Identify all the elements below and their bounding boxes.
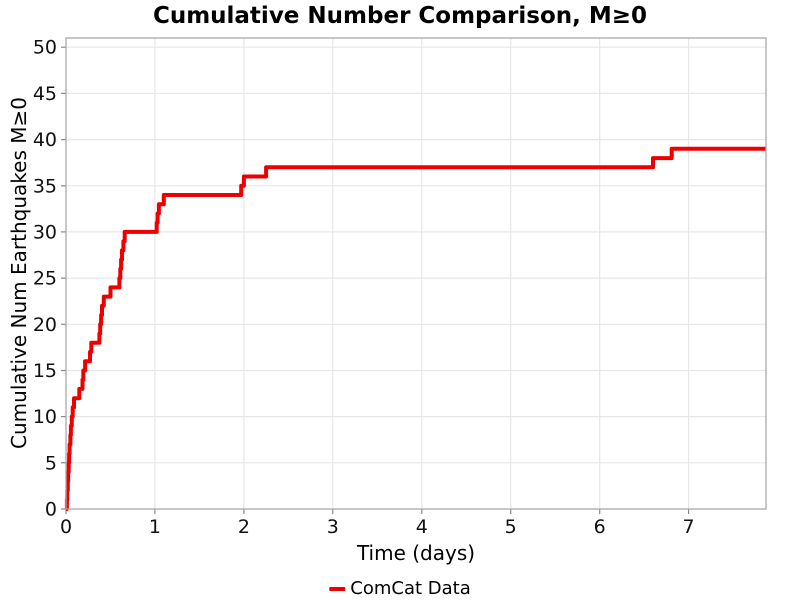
y-tick-label: 10	[33, 406, 57, 428]
y-tick-label: 45	[33, 83, 57, 105]
axes-spines	[65, 37, 767, 510]
x-tick-label: 0	[60, 516, 72, 538]
x-tick-label: 5	[505, 516, 517, 538]
legend-line-swatch	[329, 586, 346, 591]
x-axis-label: Time (days)	[356, 541, 476, 565]
x-tick-label: 1	[149, 516, 161, 538]
y-tick-label: 30	[33, 221, 57, 243]
x-tick-label: 7	[683, 516, 695, 538]
y-tick-label: 15	[33, 360, 57, 382]
y-tick-label: 50	[33, 37, 57, 59]
y-tick-label: 35	[33, 175, 57, 197]
y-tick-label: 0	[45, 499, 57, 521]
x-tick-label: 2	[238, 516, 250, 538]
y-axis-label: Cumulative Num Earthquakes M≥0	[7, 97, 31, 449]
y-tick-label: 5	[45, 452, 57, 474]
legend-entry-label: ComCat Data	[350, 578, 471, 599]
x-tick-label: 4	[416, 516, 428, 538]
x-tick-label: 3	[327, 516, 339, 538]
data-line-comcat	[64, 146, 766, 511]
y-tick-label: 25	[33, 268, 57, 290]
y-tick-label: 20	[33, 314, 57, 336]
x-tick-label: 6	[594, 516, 606, 538]
y-tick-label: 40	[33, 129, 57, 151]
chart-title: Cumulative Number Comparison, M≥0	[152, 3, 648, 29]
legend: ComCat Data	[329, 578, 471, 599]
